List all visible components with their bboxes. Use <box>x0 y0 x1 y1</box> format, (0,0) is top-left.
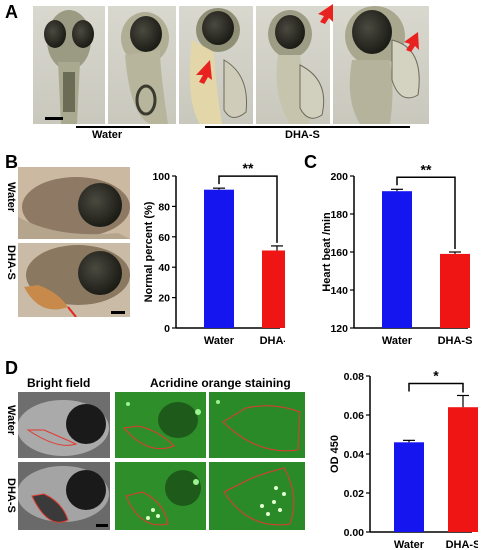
y-tick-label: 180 <box>330 209 348 221</box>
significance-bracket <box>218 175 278 243</box>
y-tick-label: 100 <box>152 171 170 183</box>
larva-photo-3 <box>179 6 253 124</box>
bar <box>204 189 234 328</box>
bright-field-title: Bright field <box>27 376 91 390</box>
panel-d-row-water: Water <box>5 405 17 436</box>
y-tick-label: 120 <box>330 323 348 335</box>
panel-b-letter: B <box>5 152 18 172</box>
significance-label: * <box>433 368 439 384</box>
larva-photo-1 <box>33 6 105 124</box>
y-tick-label: 0.00 <box>344 527 365 539</box>
larva-photo-2 <box>108 6 176 124</box>
panel-b-photos <box>18 167 130 317</box>
category-label: Water <box>394 539 425 550</box>
y-tick-label: 0.02 <box>344 488 365 500</box>
brightfield-photo-dhas <box>18 462 110 530</box>
panel-a-letter: A <box>5 2 18 22</box>
ao-photo-dhas-2 <box>209 462 305 530</box>
bar <box>382 191 412 328</box>
bar <box>394 442 424 532</box>
panel-d-letter: D <box>5 358 18 378</box>
bar <box>448 407 478 532</box>
larva-photo-b-dhas <box>18 243 130 317</box>
arrow-icon <box>196 4 419 84</box>
significance-label: ** <box>243 160 254 176</box>
y-tick-label: 0 <box>164 323 170 335</box>
significance-bracket <box>396 176 456 249</box>
brightfield-photo-water <box>18 392 110 458</box>
bar <box>262 250 285 328</box>
y-tick-label: 0.06 <box>344 410 365 422</box>
ao-photo-water-2 <box>209 392 305 458</box>
significance-bracket <box>408 382 464 393</box>
bar <box>440 253 470 328</box>
panel-a-dhas-label: DHA-S <box>285 129 320 141</box>
category-label: DHA-S <box>446 539 478 550</box>
scale-bar <box>111 311 125 314</box>
panel-a-photos <box>33 4 429 128</box>
category-label: DHA-S <box>260 335 285 347</box>
panel-b-row-water: Water <box>5 182 17 213</box>
chart-b: 0 20 40 60 80 100 Normal percent (%) Water DHA-S… <box>143 160 285 347</box>
category-label: Water <box>382 335 413 347</box>
panel-b-row-dhas: DHA-S <box>5 245 17 280</box>
chart-c: 120 140 160 180 200 Heart beat /min Water DHA-S… <box>321 161 473 347</box>
y-axis-label: OD 450 <box>329 435 341 473</box>
y-tick-label: 40 <box>158 262 170 274</box>
panel-d-row-dhas: DHA-S <box>5 478 17 513</box>
chart-d: 0.00 0.02 0.04 0.06 0.08 OD 450 Water DHA-S * <box>329 368 478 550</box>
scale-bar <box>96 524 108 527</box>
y-tick-label: 140 <box>330 285 348 297</box>
significance-label: ** <box>421 161 432 177</box>
panel-d-photos <box>18 392 305 530</box>
category-label: DHA-S <box>438 335 473 347</box>
larva-photo-4 <box>256 6 330 124</box>
scale-bar <box>45 117 63 120</box>
y-tick-label: 160 <box>330 247 348 259</box>
panel-c-letter: C <box>304 152 317 172</box>
larva-photo-5 <box>333 6 429 124</box>
category-label: Water <box>204 335 235 347</box>
y-axis-label: Normal percent (%) <box>143 201 155 302</box>
y-tick-label: 80 <box>158 201 170 213</box>
ao-photo-water-1 <box>115 392 206 458</box>
y-tick-label: 0.04 <box>344 449 365 461</box>
ao-photo-dhas-1 <box>115 462 206 530</box>
y-tick-label: 20 <box>158 293 170 305</box>
larva-photo-b-water <box>18 167 130 239</box>
y-tick-label: 0.08 <box>344 371 365 383</box>
y-tick-label: 200 <box>330 171 348 183</box>
ao-staining-title: Acridine orange staining <box>150 376 291 390</box>
y-axis-label: Heart beat /min <box>321 212 333 292</box>
y-tick-label: 60 <box>158 232 170 244</box>
panel-a-water-label: Water <box>92 129 123 141</box>
